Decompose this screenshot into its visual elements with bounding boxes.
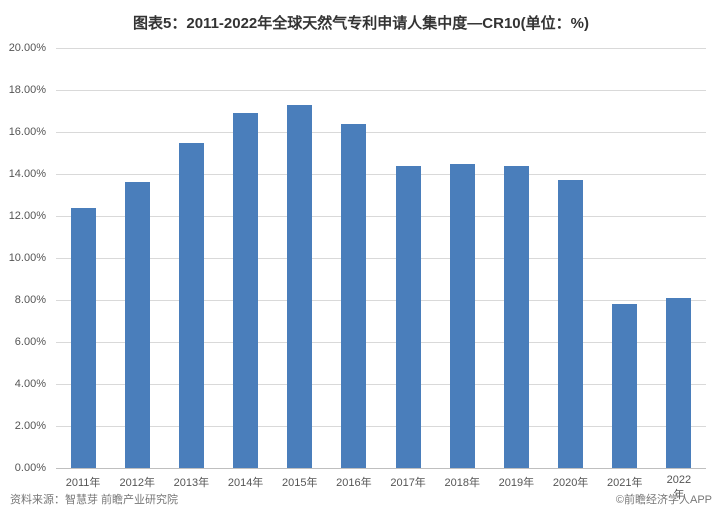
brand-text: ©前瞻经济学人APP bbox=[616, 491, 712, 507]
y-tick-label: 20.00% bbox=[0, 42, 46, 54]
y-tick-label: 14.00% bbox=[0, 168, 46, 180]
y-tick-label: 6.00% bbox=[0, 336, 46, 348]
x-tick-label: 2015年 bbox=[282, 474, 317, 490]
y-tick-label: 16.00% bbox=[0, 126, 46, 138]
bar bbox=[233, 113, 258, 468]
gridline bbox=[56, 300, 706, 301]
y-tick-label: 8.00% bbox=[0, 294, 46, 306]
gridline bbox=[56, 90, 706, 91]
x-tick-label: 2021年 bbox=[607, 474, 642, 490]
gridline bbox=[56, 342, 706, 343]
x-tick-label: 2017年 bbox=[390, 474, 425, 490]
source-text: 资料来源：智慧芽 前瞻产业研究院 bbox=[10, 491, 178, 507]
y-tick-label: 4.00% bbox=[0, 378, 46, 390]
chart-footer: 资料来源：智慧芽 前瞻产业研究院 ©前瞻经济学人APP bbox=[10, 491, 712, 507]
chart-title: 图表5：2011-2022年全球天然气专利申请人集中度—CR10(单位：%) bbox=[0, 0, 722, 41]
bar bbox=[179, 143, 204, 469]
gridline bbox=[56, 216, 706, 217]
gridline bbox=[56, 384, 706, 385]
gridline bbox=[56, 174, 706, 175]
y-tick-label: 0.00% bbox=[0, 462, 46, 474]
y-tick-label: 12.00% bbox=[0, 210, 46, 222]
x-tick-label: 2013年 bbox=[174, 474, 209, 490]
gridline bbox=[56, 426, 706, 427]
y-tick-label: 10.00% bbox=[0, 252, 46, 264]
bar bbox=[341, 124, 366, 468]
bar bbox=[396, 166, 421, 468]
bar bbox=[504, 166, 529, 468]
bar bbox=[450, 164, 475, 469]
x-tick-label: 2011年 bbox=[66, 474, 101, 490]
plot-area: 0.00%2.00%4.00%6.00%8.00%10.00%12.00%14.… bbox=[56, 48, 706, 468]
x-tick-label: 2019年 bbox=[499, 474, 534, 490]
x-tick-label: 2016年 bbox=[336, 474, 371, 490]
x-tick-label: 2018年 bbox=[445, 474, 480, 490]
x-tick-label: 2020年 bbox=[553, 474, 588, 490]
bar bbox=[125, 182, 150, 468]
gridline bbox=[56, 132, 706, 133]
gridline bbox=[56, 258, 706, 259]
bar bbox=[287, 105, 312, 468]
y-tick-label: 18.00% bbox=[0, 84, 46, 96]
x-tick-label: 2014年 bbox=[228, 474, 263, 490]
bar bbox=[666, 298, 691, 468]
bar bbox=[558, 180, 583, 468]
x-axis bbox=[56, 468, 706, 469]
bar bbox=[71, 208, 96, 468]
y-tick-label: 2.00% bbox=[0, 420, 46, 432]
bar bbox=[612, 304, 637, 468]
x-tick-label: 2012年 bbox=[120, 474, 155, 490]
chart-area: 0.00%2.00%4.00%6.00%8.00%10.00%12.00%14.… bbox=[56, 48, 706, 468]
gridline bbox=[56, 48, 706, 49]
